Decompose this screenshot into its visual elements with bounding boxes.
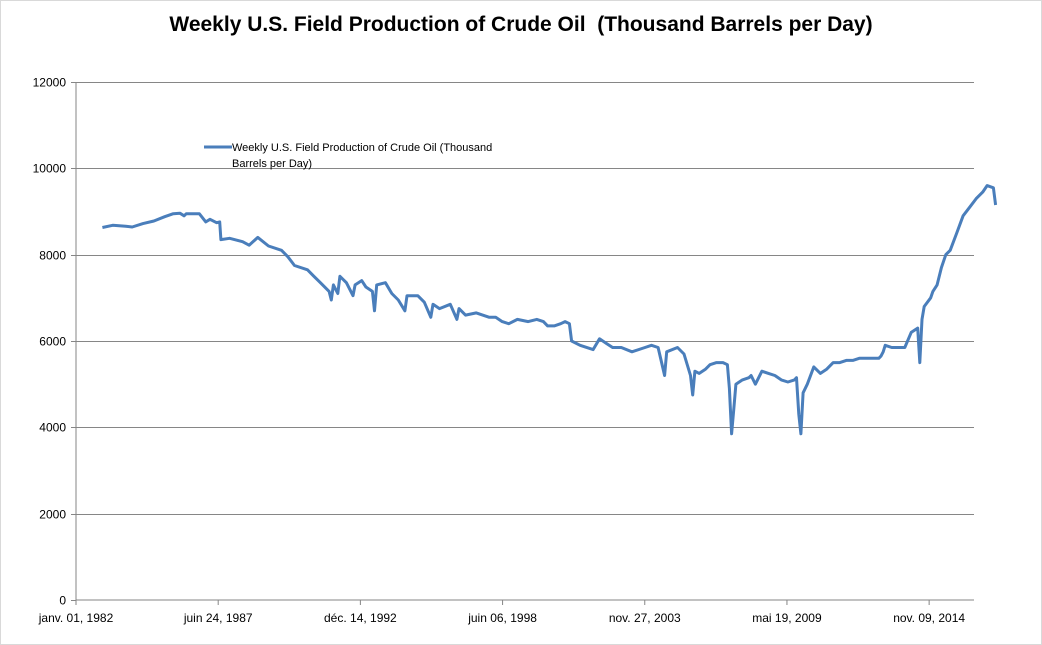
x-tick-label: juin 24, 1987 [183, 611, 253, 625]
x-tick-label: janv. 01, 1982 [38, 611, 114, 625]
y-tick-label: 2000 [39, 508, 66, 522]
y-tick-label: 12000 [33, 76, 67, 90]
y-tick-labels: 0 2000 4000 6000 8000 10000 12000 [33, 76, 76, 608]
y-tick-label: 8000 [39, 249, 66, 263]
x-tick-label: mai 19, 2009 [752, 611, 822, 625]
series-line [102, 184, 998, 436]
grid-lines [76, 82, 974, 515]
legend-label-line-2: Barrels per Day) [232, 158, 312, 170]
y-tick-label: 6000 [39, 335, 66, 349]
legend: Weekly U.S. Field Production of Crude Oi… [204, 142, 492, 170]
x-tick-label: juin 06, 1998 [467, 611, 537, 625]
x-tick-label: déc. 14, 1992 [324, 611, 397, 625]
x-tick-label: nov. 09, 2014 [893, 611, 965, 625]
y-tick-label: 0 [59, 594, 66, 608]
y-tick-label: 10000 [33, 162, 67, 176]
legend-label-line-1: Weekly U.S. Field Production of Crude Oi… [232, 142, 492, 154]
y-tick-label: 4000 [39, 421, 66, 435]
x-tick-labels: janv. 01, 1982 juin 24, 1987 déc. 14, 1992… [38, 600, 965, 625]
chart-title: Weekly U.S. Field Production of Crude Oi… [169, 13, 873, 36]
x-tick-label: nov. 27, 2003 [609, 611, 681, 625]
